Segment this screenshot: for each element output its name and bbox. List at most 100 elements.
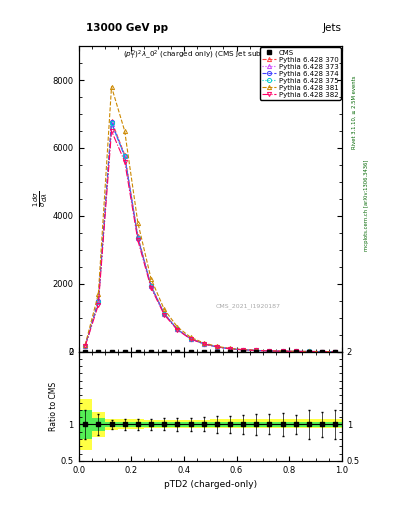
Pythia 6.428 381 <box>333 349 338 355</box>
Line: Pythia 6.428 370: Pythia 6.428 370 <box>83 119 338 354</box>
Pythia 6.428 373 <box>83 343 88 349</box>
Pythia 6.428 374 <box>267 348 272 354</box>
Pythia 6.428 374 <box>241 347 246 353</box>
Text: Rivet 3.1.10, ≥ 2.5M events: Rivet 3.1.10, ≥ 2.5M events <box>352 76 357 150</box>
Pythia 6.428 382 <box>201 341 206 347</box>
Pythia 6.428 375 <box>280 348 285 354</box>
Pythia 6.428 374 <box>333 349 338 355</box>
Pythia 6.428 375 <box>162 311 167 317</box>
Pythia 6.428 375 <box>254 347 259 353</box>
Pythia 6.428 382 <box>122 158 127 164</box>
Pythia 6.428 373 <box>188 336 193 342</box>
Pythia 6.428 370 <box>294 348 298 354</box>
Line: Pythia 6.428 374: Pythia 6.428 374 <box>83 120 338 354</box>
Pythia 6.428 373 <box>201 340 206 347</box>
Pythia 6.428 375 <box>175 326 180 332</box>
Line: Pythia 6.428 375: Pythia 6.428 375 <box>83 121 338 354</box>
Text: 13000 GeV pp: 13000 GeV pp <box>86 23 169 33</box>
Pythia 6.428 374 <box>109 119 114 125</box>
Pythia 6.428 382 <box>83 343 88 349</box>
Pythia 6.428 373 <box>162 311 167 317</box>
Pythia 6.428 381 <box>149 275 153 282</box>
Pythia 6.428 374 <box>149 283 153 289</box>
X-axis label: pTD2 (charged-only): pTD2 (charged-only) <box>164 480 257 489</box>
Line: Pythia 6.428 381: Pythia 6.428 381 <box>83 85 338 354</box>
Text: Jets: Jets <box>323 23 342 33</box>
Pythia 6.428 370 <box>307 348 311 354</box>
Pythia 6.428 375 <box>215 344 219 350</box>
Pythia 6.428 375 <box>320 349 325 355</box>
Pythia 6.428 382 <box>307 349 311 355</box>
Pythia 6.428 381 <box>294 348 298 354</box>
Pythia 6.428 382 <box>215 344 219 350</box>
Pythia 6.428 370 <box>254 347 259 353</box>
Pythia 6.428 370 <box>96 297 101 304</box>
Pythia 6.428 375 <box>294 348 298 354</box>
Pythia 6.428 370 <box>109 118 114 124</box>
Pythia 6.428 370 <box>136 233 140 239</box>
Pythia 6.428 374 <box>228 346 232 352</box>
Pythia 6.428 381 <box>267 348 272 354</box>
Pythia 6.428 381 <box>254 347 259 353</box>
Pythia 6.428 375 <box>96 299 101 305</box>
Pythia 6.428 370 <box>162 310 167 316</box>
Pythia 6.428 373 <box>267 348 272 354</box>
Pythia 6.428 382 <box>333 349 338 355</box>
Pythia 6.428 381 <box>188 334 193 340</box>
Pythia 6.428 382 <box>294 348 298 354</box>
Pythia 6.428 373 <box>136 235 140 241</box>
Pythia 6.428 382 <box>188 336 193 342</box>
Pythia 6.428 382 <box>136 237 140 243</box>
Pythia 6.428 374 <box>122 153 127 159</box>
Pythia 6.428 375 <box>109 120 114 126</box>
Pythia 6.428 381 <box>96 291 101 297</box>
Pythia 6.428 373 <box>109 121 114 127</box>
Pythia 6.428 382 <box>175 327 180 333</box>
Text: CMS_2021_I1920187: CMS_2021_I1920187 <box>215 303 281 309</box>
Pythia 6.428 381 <box>201 340 206 346</box>
Pythia 6.428 373 <box>254 347 259 353</box>
Pythia 6.428 374 <box>280 348 285 354</box>
Pythia 6.428 370 <box>241 347 246 353</box>
Pythia 6.428 374 <box>162 311 167 317</box>
Pythia 6.428 373 <box>307 349 311 355</box>
Pythia 6.428 373 <box>215 344 219 350</box>
Pythia 6.428 370 <box>149 283 153 289</box>
Pythia 6.428 374 <box>96 298 101 305</box>
Y-axis label: Ratio to CMS: Ratio to CMS <box>49 381 58 431</box>
Pythia 6.428 382 <box>228 346 232 352</box>
Pythia 6.428 381 <box>83 342 88 348</box>
Pythia 6.428 381 <box>162 306 167 312</box>
Pythia 6.428 370 <box>215 344 219 350</box>
Pythia 6.428 375 <box>307 349 311 355</box>
Pythia 6.428 375 <box>83 343 88 349</box>
Pythia 6.428 373 <box>333 349 338 355</box>
Pythia 6.428 370 <box>83 343 88 349</box>
Line: Pythia 6.428 373: Pythia 6.428 373 <box>83 122 338 354</box>
Pythia 6.428 381 <box>241 347 246 353</box>
Pythia 6.428 375 <box>188 336 193 342</box>
Pythia 6.428 382 <box>96 302 101 308</box>
Line: Pythia 6.428 382: Pythia 6.428 382 <box>83 129 338 354</box>
Legend: CMS, Pythia 6.428 370, Pythia 6.428 373, Pythia 6.428 374, Pythia 6.428 375, Pyt: CMS, Pythia 6.428 370, Pythia 6.428 373,… <box>260 48 340 100</box>
Pythia 6.428 373 <box>228 346 232 352</box>
Pythia 6.428 373 <box>294 348 298 354</box>
Pythia 6.428 373 <box>149 284 153 290</box>
Pythia 6.428 382 <box>267 348 272 354</box>
Pythia 6.428 382 <box>149 285 153 291</box>
Pythia 6.428 373 <box>175 326 180 332</box>
Pythia 6.428 374 <box>136 234 140 241</box>
Pythia 6.428 375 <box>149 283 153 289</box>
Pythia 6.428 374 <box>254 347 259 353</box>
Pythia 6.428 381 <box>280 348 285 354</box>
Pythia 6.428 374 <box>175 326 180 332</box>
Pythia 6.428 381 <box>175 324 180 330</box>
Pythia 6.428 370 <box>333 349 338 355</box>
Pythia 6.428 381 <box>228 346 232 352</box>
Pythia 6.428 382 <box>254 348 259 354</box>
Pythia 6.428 375 <box>201 340 206 347</box>
Pythia 6.428 381 <box>215 343 219 349</box>
Pythia 6.428 375 <box>136 234 140 241</box>
Pythia 6.428 373 <box>320 349 325 355</box>
Pythia 6.428 370 <box>175 326 180 332</box>
